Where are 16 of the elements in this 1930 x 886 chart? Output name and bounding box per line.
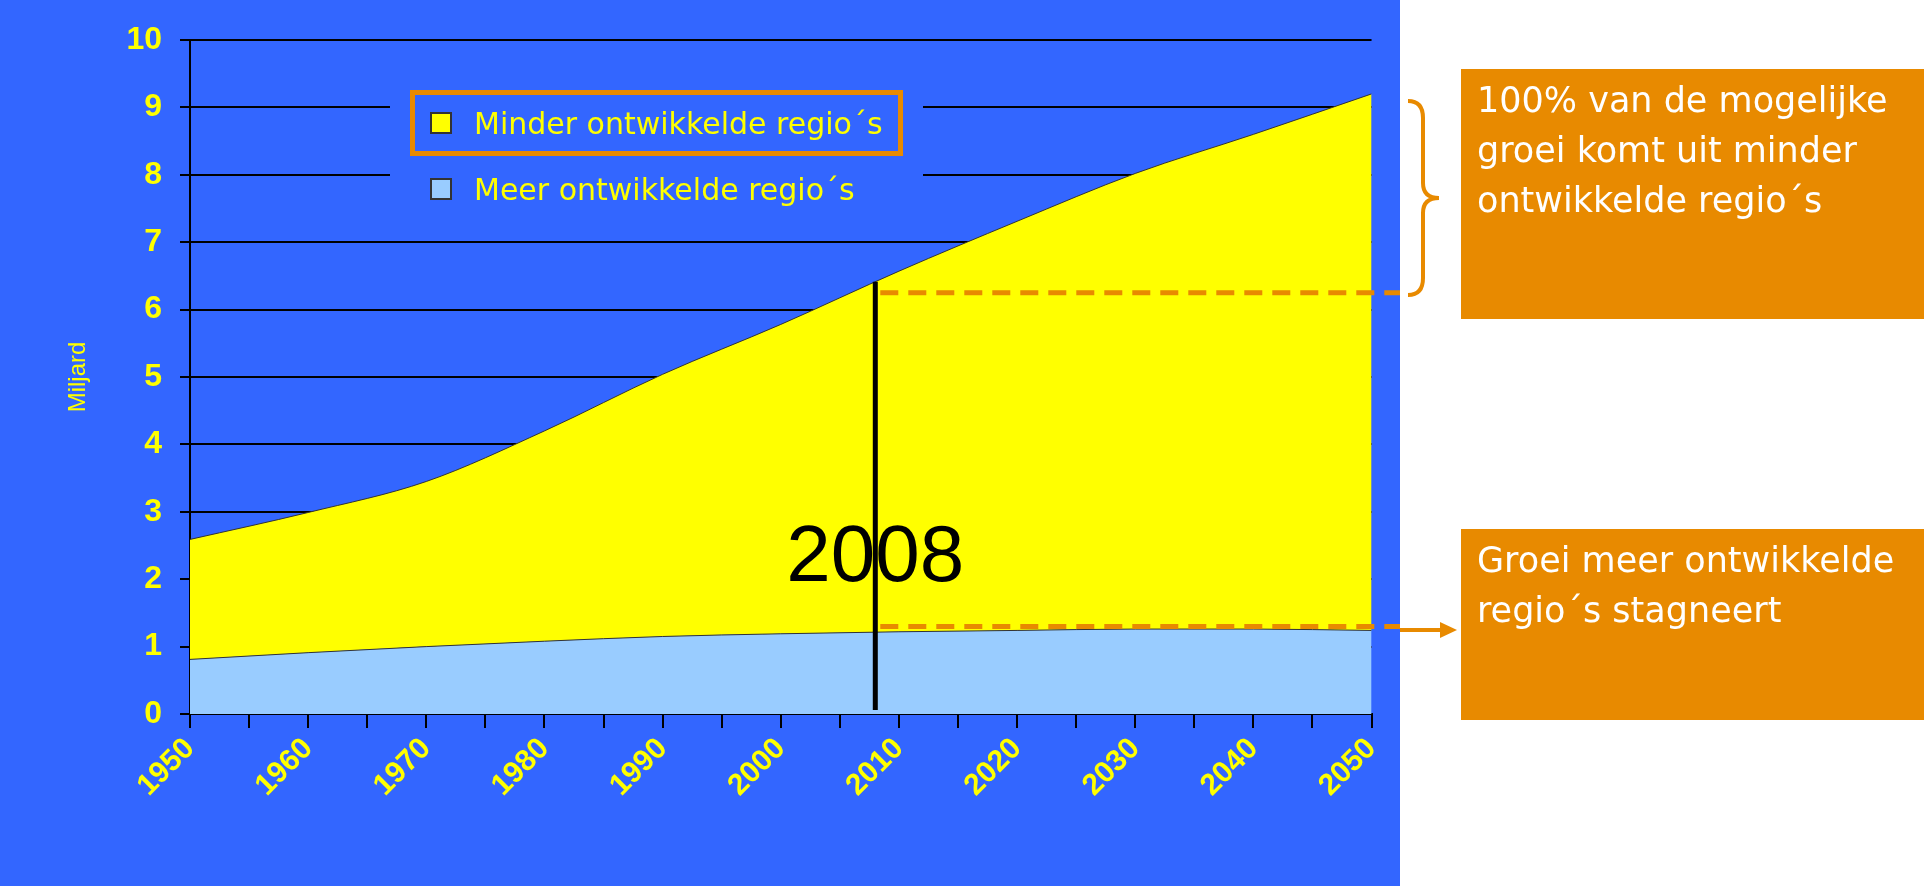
y-tick-label: 1 — [144, 626, 162, 663]
legend-label: Minder ontwikkelde regio´s — [474, 105, 883, 141]
y-tick-label: 6 — [144, 289, 162, 326]
y-axis-title: Miljard — [63, 341, 91, 413]
y-tick-label: 3 — [144, 491, 162, 528]
y-tick-label: 7 — [144, 222, 162, 259]
legend-label: Meer ontwikkelde regio´s — [474, 171, 855, 207]
y-tick-label: 9 — [144, 87, 162, 124]
text: 100% van de mogelijke groei komt uit minder ontwikkelde regio´s — [1461, 69, 1924, 319]
text: Groei meer ontwikkelde regio´s stagneert — [1461, 529, 1924, 720]
y-tick-label: 5 — [144, 356, 162, 393]
y-tick-label: 0 — [144, 693, 162, 730]
y-tick-label: 8 — [144, 154, 162, 191]
y-tick-label: 10 — [126, 19, 162, 56]
y-tick-label: 2 — [144, 559, 162, 596]
y-tick-label: 4 — [144, 424, 163, 461]
